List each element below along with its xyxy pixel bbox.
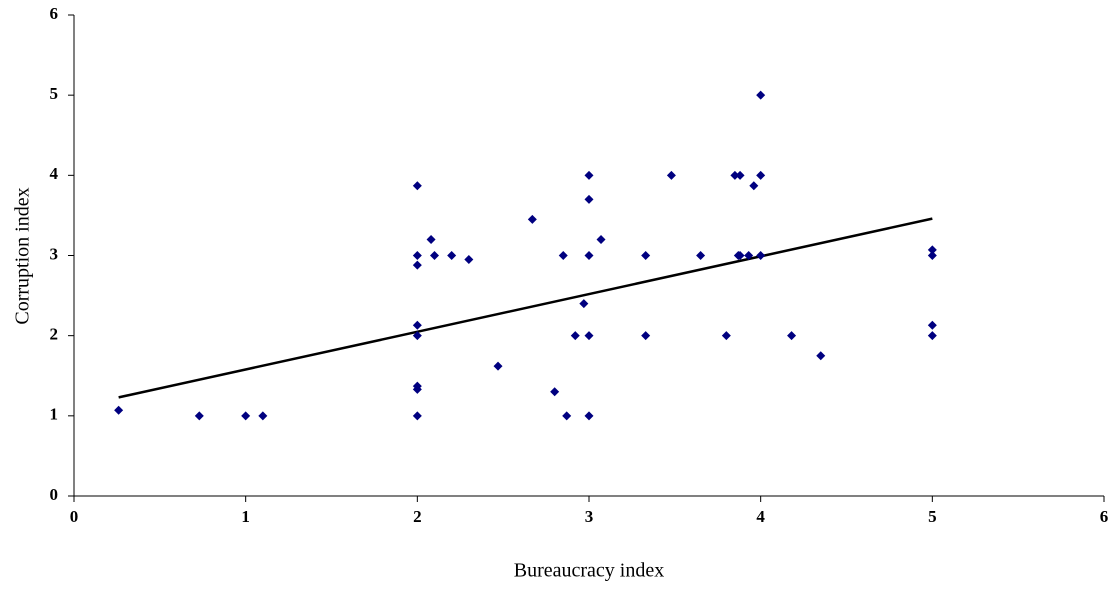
- point: [447, 251, 457, 260]
- point: [756, 90, 766, 100]
- point: [749, 181, 759, 191]
- y-tick-label: 3: [50, 244, 59, 263]
- x-tick-label: 6: [1100, 507, 1109, 526]
- point: [584, 411, 594, 421]
- x-axis-label: Bureaucracy index: [514, 560, 664, 582]
- point: [579, 299, 589, 309]
- point: [735, 251, 745, 260]
- point: [756, 251, 766, 260]
- point: [735, 170, 745, 180]
- point: [721, 331, 731, 341]
- point: [464, 255, 474, 265]
- x-tick-label: 4: [756, 507, 765, 526]
- point: [641, 331, 651, 341]
- point: [927, 320, 937, 330]
- point: [744, 251, 754, 260]
- point: [730, 170, 740, 180]
- x-tick-label: 3: [585, 507, 594, 526]
- point: [756, 170, 766, 180]
- x-tick-label: 0: [70, 507, 79, 526]
- point: [666, 170, 676, 180]
- point: [787, 331, 797, 341]
- point: [412, 260, 422, 270]
- y-tick-label: 0: [50, 485, 59, 504]
- point: [570, 331, 580, 341]
- point: [596, 234, 606, 244]
- point: [493, 361, 503, 371]
- y-tick-label: 4: [50, 164, 59, 183]
- point: [927, 245, 937, 255]
- point: [430, 251, 439, 260]
- y-axis-label: Corruption index: [12, 187, 34, 324]
- y-tick-label: 6: [50, 4, 59, 23]
- y-tick-label: 5: [50, 84, 59, 103]
- trend-line: [118, 217, 933, 399]
- point: [412, 251, 422, 260]
- point: [696, 251, 706, 260]
- point: [241, 411, 251, 421]
- point: [550, 387, 560, 397]
- point: [927, 331, 937, 341]
- x-tick-label: 2: [413, 507, 422, 526]
- x-tick-label: 1: [241, 507, 250, 526]
- point: [194, 411, 204, 421]
- point: [584, 331, 594, 341]
- point: [816, 351, 826, 361]
- point: [412, 181, 422, 191]
- y-tick-label: 2: [50, 325, 59, 344]
- point: [258, 411, 268, 421]
- point: [412, 384, 422, 394]
- point: [584, 251, 594, 260]
- point: [114, 405, 124, 415]
- point: [412, 320, 422, 330]
- x-tick-label: 5: [928, 507, 937, 526]
- point: [527, 214, 537, 224]
- point: [426, 234, 436, 244]
- point: [558, 251, 568, 260]
- point: [412, 331, 422, 341]
- point: [641, 251, 651, 260]
- point: [562, 411, 572, 421]
- point: [412, 411, 422, 421]
- y-tick-label: 1: [50, 405, 59, 424]
- point: [927, 251, 937, 260]
- point: [584, 194, 594, 204]
- point: [584, 170, 594, 180]
